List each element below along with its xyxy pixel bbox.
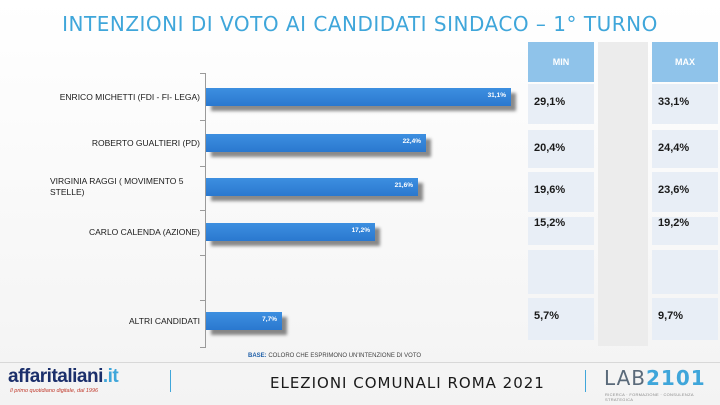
min-cell: 5,7%: [528, 298, 594, 340]
min-value: 15,2%: [534, 217, 566, 229]
max-cell: 33,1%: [652, 84, 718, 124]
slide-title: INTENZIONI DI VOTO AI CANDIDATI SINDACO …: [62, 12, 658, 36]
max-value: 24,4%: [658, 142, 690, 154]
bar-value-label: 21,6%: [394, 182, 413, 189]
min-value: 20,4%: [534, 142, 566, 154]
axis-tick: [200, 255, 206, 256]
bar-value-label: 31,1%: [487, 92, 506, 99]
lab-subtitle: RICERCA · FORMAZIONE · CONSULENZA STRATE…: [605, 392, 694, 402]
max-value: 9,7%: [658, 310, 684, 322]
bar: 22,4%: [206, 134, 426, 152]
table-spacer-column: [598, 42, 648, 346]
max-cell: 23,6%: [652, 172, 718, 212]
axis-tick: [200, 347, 206, 348]
min-value: 29,1%: [534, 96, 566, 108]
category-label: ALTRI CANDIDATI: [129, 316, 200, 326]
max-value: 33,1%: [658, 96, 690, 108]
max-cell: 19,2%: [652, 217, 718, 245]
footer-title: ELEZIONI COMUNALI ROMA 2021: [270, 374, 545, 392]
bar-value-label: 22,4%: [402, 138, 421, 145]
footer-separator-right: [585, 370, 586, 392]
axis-tick: [200, 73, 206, 74]
min-value: 19,6%: [534, 184, 566, 196]
max-value: 19,2%: [658, 217, 690, 229]
bar-value-label: 17,2%: [351, 227, 370, 234]
bar: 21,6%: [206, 178, 418, 196]
affaritaliani-logo: affaritaliani.it: [8, 366, 119, 388]
min-value: 5,7%: [534, 310, 560, 322]
max-value: 23,6%: [658, 184, 690, 196]
max-cell: 9,7%: [652, 298, 718, 340]
category-label: CARLO CALENDA (AZIONE): [89, 227, 200, 237]
category-label: ROBERTO GUALTIERI (PD): [91, 138, 200, 148]
category-label: ENRICO MICHETTI (FDI - FI- LEGA): [59, 92, 200, 102]
max-header: MAX: [652, 42, 718, 82]
footer-divider: [0, 362, 720, 363]
min-cell: 20,4%: [528, 130, 594, 168]
lab2101-logo: LAB2101: [604, 366, 706, 390]
axis-tick: [200, 210, 206, 211]
min-cell: 19,6%: [528, 172, 594, 212]
min-cell: 15,2%: [528, 217, 594, 245]
base-note: BASE: COLORO CHE ESPRIMONO UN'INTENZIONE…: [248, 353, 421, 359]
base-note-label: BASE:: [248, 353, 267, 359]
bar-value-label: 7,7%: [262, 316, 277, 323]
bar: 17,2%: [206, 223, 375, 241]
axis-tick: [200, 300, 206, 301]
lab-number: 2101: [646, 366, 706, 390]
min-cell: [528, 250, 594, 294]
base-note-text: COLORO CHE ESPRIMONO UN'INTENZIONE DI VO…: [268, 353, 422, 359]
bar: 7,7%: [206, 312, 282, 330]
axis-tick: [200, 166, 206, 167]
brand-tagline: Il primo quotidiano digitale, dal 1996: [10, 388, 99, 394]
min-header: MIN: [528, 42, 594, 82]
category-label: VIRGINIA RAGGI ( MOVIMENTO 5 STELLE): [50, 176, 184, 197]
max-cell: 24,4%: [652, 130, 718, 168]
max-cell: [652, 250, 718, 294]
min-cell: 29,1%: [528, 84, 594, 124]
brand-main: affaritaliani: [8, 366, 103, 387]
footer-separator-left: [170, 370, 171, 392]
brand-suffix: .it: [102, 366, 119, 387]
bar: 31,1%: [206, 88, 511, 106]
axis-tick: [200, 120, 206, 121]
lab-prefix: LAB: [604, 366, 647, 390]
